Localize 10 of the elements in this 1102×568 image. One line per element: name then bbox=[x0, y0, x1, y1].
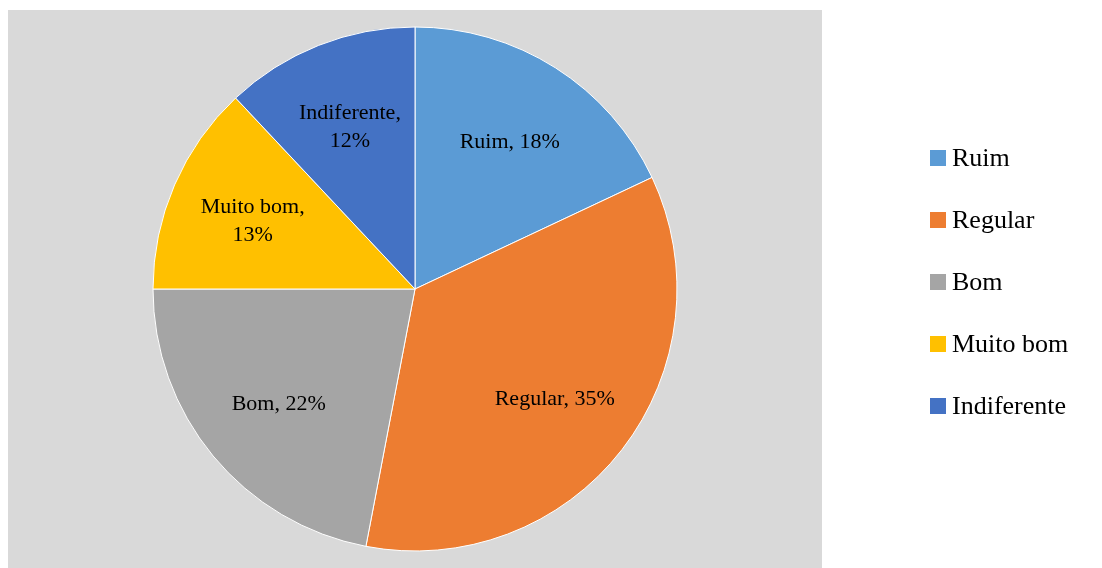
legend-label: Bom bbox=[952, 267, 1003, 296]
legend-label: Muito bom bbox=[952, 329, 1069, 358]
data-label: Regular, 35% bbox=[494, 385, 615, 411]
data-label: Bom, 22% bbox=[231, 389, 326, 415]
legend-label: Ruim bbox=[952, 143, 1010, 172]
data-label: Ruim, 18% bbox=[459, 127, 560, 153]
legend-label: Indiferente bbox=[952, 391, 1067, 420]
data-label: Muito bom, 13% bbox=[200, 192, 305, 246]
legend-label: Regular bbox=[952, 205, 1035, 234]
data-label: Indiferente, 12% bbox=[298, 98, 401, 152]
